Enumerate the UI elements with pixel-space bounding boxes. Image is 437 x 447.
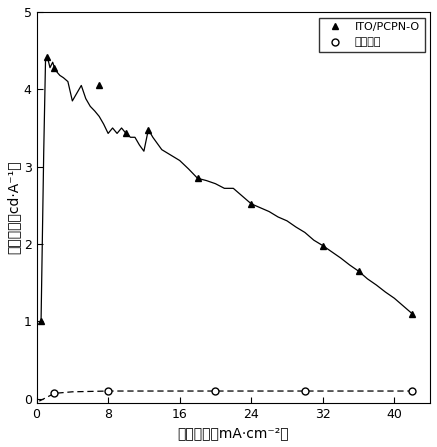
ITO/PCPN-O <box>356 269 361 274</box>
ITO/PCPN-O <box>146 127 151 132</box>
Y-axis label: 电流效率（cd·A⁻¹）: 电流效率（cd·A⁻¹） <box>7 160 21 254</box>
对照器件 <box>302 388 308 394</box>
对照器件 <box>52 391 57 396</box>
ITO/PCPN-O <box>195 176 200 181</box>
对照器件 <box>213 388 218 394</box>
ITO/PCPN-O <box>409 311 415 316</box>
ITO/PCPN-O <box>45 54 50 59</box>
ITO/PCPN-O <box>123 131 128 136</box>
ITO/PCPN-O <box>97 83 102 88</box>
ITO/PCPN-O <box>52 65 57 70</box>
ITO/PCPN-O <box>320 243 326 248</box>
Line: 对照器件: 对照器件 <box>51 388 416 397</box>
X-axis label: 电流密度（mA·cm⁻²）: 电流密度（mA·cm⁻²） <box>177 426 289 440</box>
对照器件 <box>409 388 415 394</box>
Line: ITO/PCPN-O: ITO/PCPN-O <box>38 53 416 325</box>
ITO/PCPN-O <box>249 201 254 207</box>
ITO/PCPN-O <box>38 319 44 324</box>
Legend: ITO/PCPN-O, 对照器件: ITO/PCPN-O, 对照器件 <box>319 17 424 52</box>
对照器件 <box>105 388 111 394</box>
